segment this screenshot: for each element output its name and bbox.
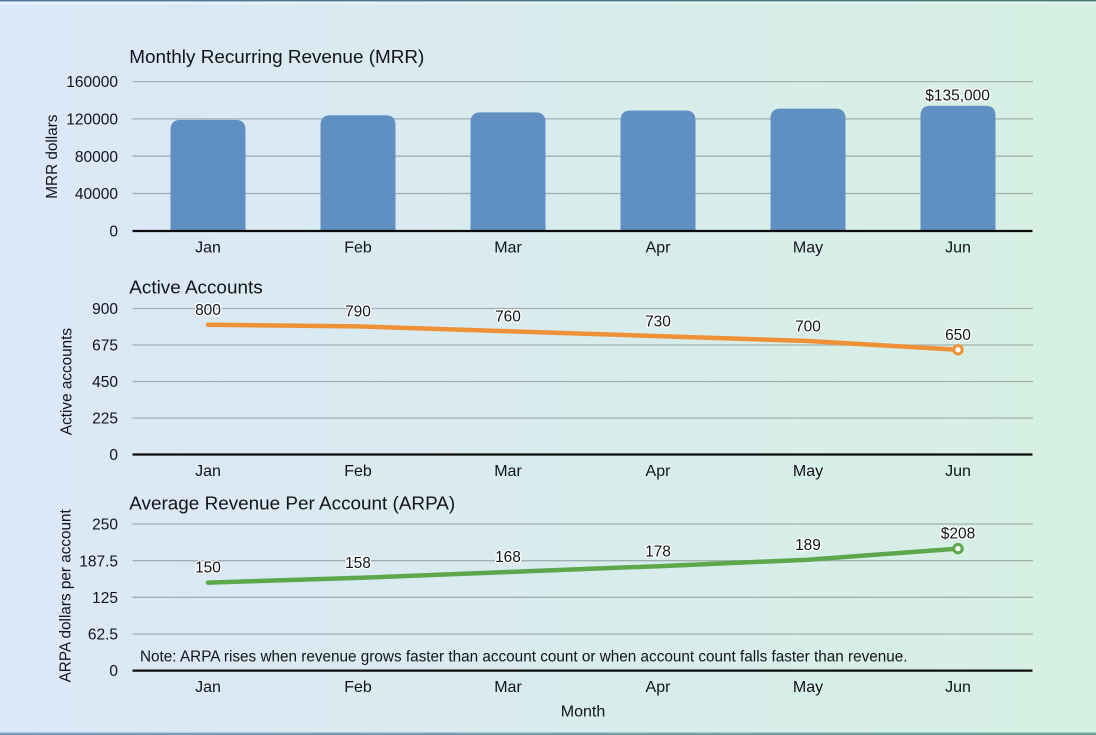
svg-text:Apr: Apr: [646, 463, 672, 480]
svg-text:Active accounts: Active accounts: [59, 328, 76, 435]
svg-text:Feb: Feb: [344, 463, 372, 480]
svg-text:225: 225: [92, 411, 118, 428]
svg-text:900: 900: [92, 301, 118, 318]
svg-text:Jun: Jun: [945, 239, 971, 256]
svg-text:Monthly Recurring Revenue (MRR: Monthly Recurring Revenue (MRR): [129, 47, 424, 68]
svg-text:0: 0: [109, 663, 118, 680]
svg-text:$208: $208: [941, 526, 975, 543]
svg-text:250: 250: [92, 517, 118, 534]
svg-text:Month: Month: [561, 704, 605, 721]
svg-text:Jan: Jan: [195, 463, 221, 480]
svg-text:650: 650: [945, 327, 971, 344]
svg-text:178: 178: [645, 543, 671, 560]
svg-text:790: 790: [345, 304, 371, 321]
svg-text:700: 700: [795, 318, 821, 335]
svg-text:Average Revenue Per Account (A: Average Revenue Per Account (ARPA): [129, 494, 455, 515]
svg-text:Apr: Apr: [646, 679, 672, 696]
svg-text:0: 0: [109, 224, 118, 241]
svg-text:450: 450: [92, 374, 118, 391]
svg-text:150: 150: [195, 560, 221, 577]
svg-text:Mar: Mar: [494, 239, 522, 256]
svg-text:160000: 160000: [66, 74, 118, 91]
svg-text:Feb: Feb: [344, 679, 372, 696]
svg-text:Mar: Mar: [494, 679, 522, 696]
svg-text:187.5: 187.5: [79, 553, 118, 570]
svg-text:Jan: Jan: [195, 679, 221, 696]
svg-text:168: 168: [495, 549, 521, 566]
svg-text:125: 125: [92, 590, 118, 607]
svg-text:80000: 80000: [75, 149, 118, 166]
svg-text:ARPA dollars per account: ARPA dollars per account: [58, 508, 75, 682]
svg-text:730: 730: [645, 313, 671, 330]
svg-text:$135,000: $135,000: [925, 88, 990, 105]
svg-text:May: May: [793, 463, 823, 480]
svg-text:Jan: Jan: [195, 239, 221, 256]
svg-text:May: May: [793, 679, 823, 696]
svg-text:Mar: Mar: [494, 463, 522, 480]
svg-text:120000: 120000: [66, 112, 118, 129]
svg-text:Jun: Jun: [945, 463, 971, 480]
svg-text:675: 675: [92, 338, 118, 355]
svg-text:158: 158: [345, 555, 371, 572]
svg-text:800: 800: [195, 302, 221, 319]
svg-text:189: 189: [795, 537, 821, 554]
svg-text:0: 0: [109, 447, 118, 464]
svg-text:40000: 40000: [75, 186, 118, 203]
svg-text:Feb: Feb: [344, 239, 372, 256]
svg-text:Note: ARPA rises when revenue: Note: ARPA rises when revenue grows fast…: [140, 649, 908, 666]
svg-text:Active Accounts: Active Accounts: [129, 277, 262, 298]
svg-text:760: 760: [495, 309, 521, 326]
svg-text:Apr: Apr: [646, 239, 672, 256]
svg-text:MRR dollars: MRR dollars: [44, 114, 61, 198]
svg-text:Jun: Jun: [945, 679, 971, 696]
svg-text:62.5: 62.5: [88, 627, 118, 644]
svg-text:May: May: [793, 239, 823, 256]
